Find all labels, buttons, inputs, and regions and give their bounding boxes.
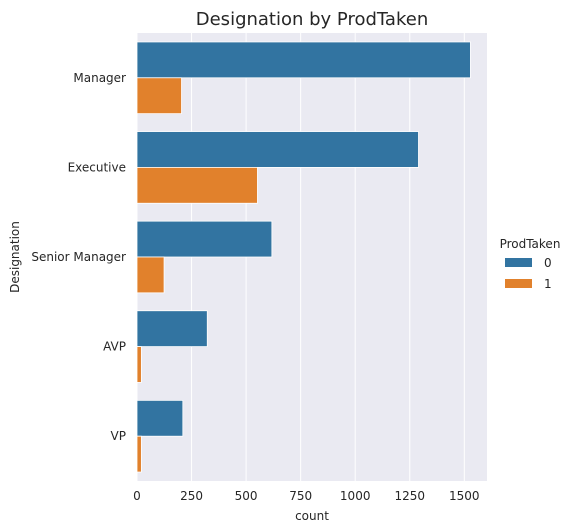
y-tick-label: AVP	[103, 340, 126, 354]
y-tick-labels: Manager Executive Senior Manager AVP VP	[31, 71, 126, 443]
chart-title: Designation by ProdTaken	[196, 9, 428, 30]
x-tick-labels: 0 250 500 750 1000 1250 1500	[133, 489, 479, 503]
x-tick-label: 1250	[394, 489, 425, 503]
x-tick-label: 750	[289, 489, 312, 503]
legend-label: 0	[544, 256, 552, 270]
legend-label: 1	[544, 277, 552, 291]
y-axis-label: Designation	[8, 221, 22, 293]
bar-vp-series-1	[136, 435, 142, 473]
bar-avp-series-1	[136, 346, 142, 383]
x-tick-label: 1500	[449, 489, 480, 503]
bar-avp-series-0	[136, 310, 208, 348]
x-tick-label: 500	[235, 489, 258, 503]
bar-executive-series-1	[136, 166, 258, 204]
bar-manager-series-1	[136, 77, 182, 115]
legend-swatch-0	[505, 258, 532, 267]
bar-executive-series-0	[136, 131, 419, 168]
bars	[136, 41, 471, 473]
y-tick-label: Senior Manager	[31, 250, 126, 264]
x-tick-label: 250	[180, 489, 203, 503]
bar-senior-manager-series-0	[136, 220, 273, 258]
x-tick-label: 1000	[340, 489, 371, 503]
y-tick-label: VP	[111, 429, 126, 443]
bar-manager-series-0	[136, 41, 471, 79]
bar-vp-series-0	[136, 399, 184, 437]
legend: ProdTaken 0 1	[500, 237, 561, 291]
legend-title: ProdTaken	[500, 237, 561, 251]
x-tick-label: 0	[133, 489, 141, 503]
y-tick-label: Manager	[73, 71, 126, 85]
bar-senior-manager-series-1	[136, 256, 165, 294]
legend-swatch-1	[505, 279, 532, 288]
y-tick-label: Executive	[68, 160, 126, 174]
x-axis-label: count	[295, 509, 329, 523]
